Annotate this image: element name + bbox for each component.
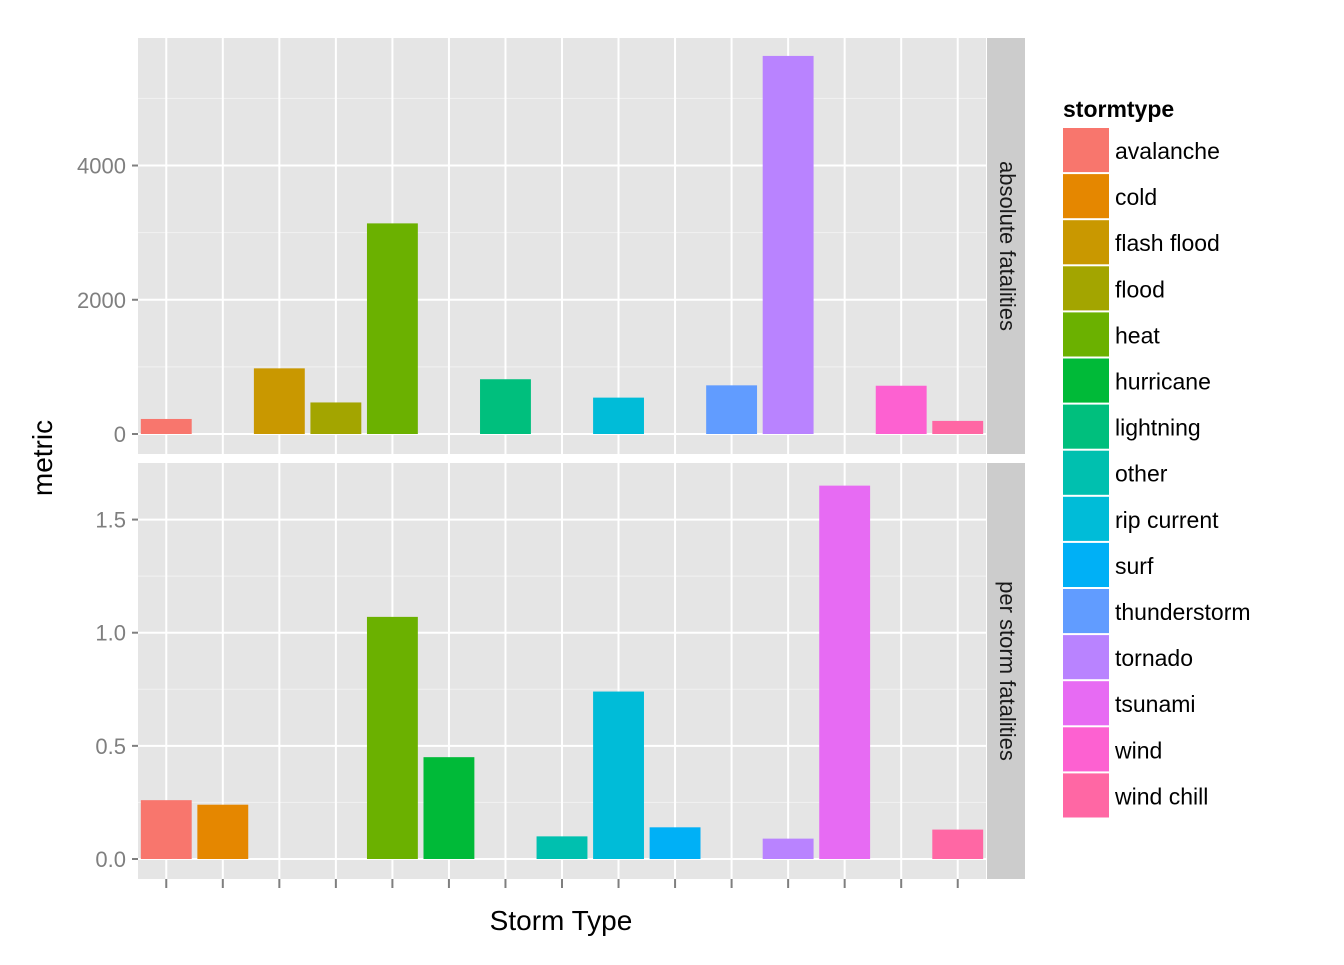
legend-key-avalanche: [1063, 128, 1109, 173]
bar-flash-flood: [253, 368, 305, 434]
legend-label: flash flood: [1115, 230, 1220, 256]
bar-thunderstorm: [706, 385, 758, 434]
bar-tsunami: [819, 485, 871, 859]
legend-label: tsunami: [1115, 691, 1196, 717]
legend-label: wind chill: [1114, 783, 1208, 809]
legend-label: hurricane: [1115, 369, 1211, 395]
bar-heat: [366, 223, 418, 434]
legend-key-surf: [1063, 542, 1109, 587]
y-tick-label: 0: [114, 422, 126, 447]
bar-cold: [197, 804, 249, 859]
bar-tornado: [762, 838, 814, 859]
legend-label: avalanche: [1115, 138, 1220, 164]
legend-key-flash-flood: [1063, 220, 1109, 265]
legend-key-rip-current: [1063, 496, 1109, 541]
bar-flood: [310, 402, 362, 434]
bar-surf: [649, 827, 701, 859]
y-tick-label: 0.5: [95, 734, 126, 759]
bar-rip-current: [593, 691, 644, 859]
bar-other: [536, 836, 588, 859]
legend-key-wind-chill: [1063, 773, 1109, 818]
legend-key-wind: [1063, 727, 1109, 772]
legend-label: wind: [1114, 737, 1162, 763]
legend-key-hurricane: [1063, 358, 1109, 403]
bar-avalanche: [140, 418, 192, 434]
legend-key-lightning: [1063, 404, 1109, 449]
bar-wind-chill: [932, 829, 984, 859]
y-tick-label: 4000: [77, 154, 126, 179]
legend-key-other: [1063, 450, 1109, 495]
bar-tornado: [762, 55, 814, 434]
bar-rip-current: [593, 397, 644, 434]
legend-key-thunderstorm: [1063, 589, 1109, 634]
facet-strip-2: [987, 463, 1025, 879]
y-axis-title: metric: [27, 420, 58, 496]
legend-label: lightning: [1115, 415, 1201, 441]
y-tick-label: 1.5: [95, 508, 126, 533]
legend-title: stormtype: [1063, 96, 1174, 122]
legend-label: flood: [1115, 276, 1165, 302]
legend-label: heat: [1115, 322, 1160, 348]
legend-label: tornado: [1115, 645, 1193, 671]
y-tick-label: 1.0: [95, 621, 126, 646]
bar-lightning: [480, 379, 531, 434]
bar-wind-chill: [932, 420, 984, 434]
legend-label: cold: [1115, 184, 1157, 210]
bar-wind: [875, 385, 927, 434]
y-tick-label: 0.0: [95, 847, 126, 872]
legend-key-heat: [1063, 312, 1109, 357]
legend-key-tsunami: [1063, 681, 1109, 726]
bar-hurricane: [423, 757, 475, 859]
y-tick-label: 2000: [77, 288, 126, 313]
legend-key-flood: [1063, 266, 1109, 311]
x-axis-title: Storm Type: [490, 905, 633, 936]
facet-strip-label: absolute fatalities: [995, 161, 1020, 331]
facet-strip-label: per storm fatalities: [995, 581, 1020, 761]
bar-heat: [366, 616, 418, 859]
legend-label: other: [1115, 461, 1168, 487]
legend-key-cold: [1063, 174, 1109, 219]
facet-strip-1: [987, 38, 1025, 454]
legend-label: rip current: [1115, 507, 1219, 533]
bar-avalanche: [140, 800, 192, 859]
legend-key-tornado: [1063, 635, 1109, 680]
legend-label: surf: [1115, 553, 1154, 579]
legend-label: thunderstorm: [1115, 599, 1251, 625]
